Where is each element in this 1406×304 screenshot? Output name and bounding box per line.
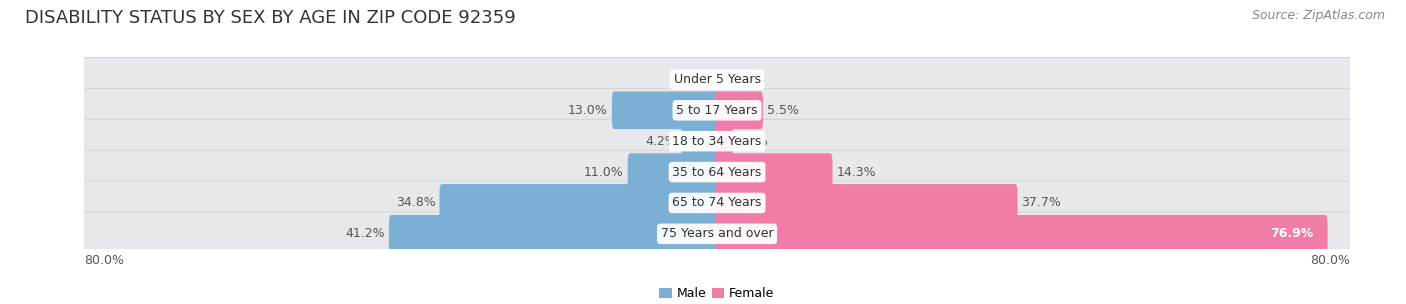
FancyBboxPatch shape (389, 215, 720, 253)
Text: 0.0%: 0.0% (733, 73, 765, 86)
Text: 5 to 17 Years: 5 to 17 Years (676, 104, 758, 117)
Text: 65 to 74 Years: 65 to 74 Years (672, 196, 762, 209)
FancyBboxPatch shape (714, 153, 832, 191)
FancyBboxPatch shape (82, 57, 1353, 101)
FancyBboxPatch shape (714, 215, 1327, 253)
Text: Source: ZipAtlas.com: Source: ZipAtlas.com (1251, 9, 1385, 22)
Text: 37.7%: 37.7% (1022, 196, 1062, 209)
Text: 34.8%: 34.8% (395, 196, 436, 209)
FancyBboxPatch shape (682, 122, 720, 160)
FancyBboxPatch shape (82, 181, 1353, 225)
FancyBboxPatch shape (82, 88, 1353, 132)
FancyBboxPatch shape (714, 184, 1018, 222)
Text: 41.2%: 41.2% (346, 227, 385, 240)
Text: 75 Years and over: 75 Years and over (661, 227, 773, 240)
Text: 76.9%: 76.9% (1270, 227, 1313, 240)
Text: 11.0%: 11.0% (583, 166, 624, 178)
Text: 1.7%: 1.7% (737, 135, 769, 148)
Text: Under 5 Years: Under 5 Years (673, 73, 761, 86)
Text: 18 to 34 Years: 18 to 34 Years (672, 135, 762, 148)
FancyBboxPatch shape (440, 184, 720, 222)
FancyBboxPatch shape (627, 153, 720, 191)
FancyBboxPatch shape (612, 92, 720, 129)
Text: 35 to 64 Years: 35 to 64 Years (672, 166, 762, 178)
FancyBboxPatch shape (82, 150, 1353, 194)
FancyBboxPatch shape (714, 122, 733, 160)
Legend: Male, Female: Male, Female (655, 282, 779, 304)
Text: 4.2%: 4.2% (645, 135, 678, 148)
FancyBboxPatch shape (82, 119, 1353, 163)
Text: 5.5%: 5.5% (766, 104, 799, 117)
FancyBboxPatch shape (82, 212, 1353, 256)
Text: 13.0%: 13.0% (568, 104, 607, 117)
Text: 0.0%: 0.0% (669, 73, 702, 86)
FancyBboxPatch shape (714, 92, 763, 129)
Text: 80.0%: 80.0% (84, 254, 124, 267)
Text: 14.3%: 14.3% (837, 166, 876, 178)
Text: 80.0%: 80.0% (1310, 254, 1350, 267)
Text: DISABILITY STATUS BY SEX BY AGE IN ZIP CODE 92359: DISABILITY STATUS BY SEX BY AGE IN ZIP C… (25, 9, 516, 27)
